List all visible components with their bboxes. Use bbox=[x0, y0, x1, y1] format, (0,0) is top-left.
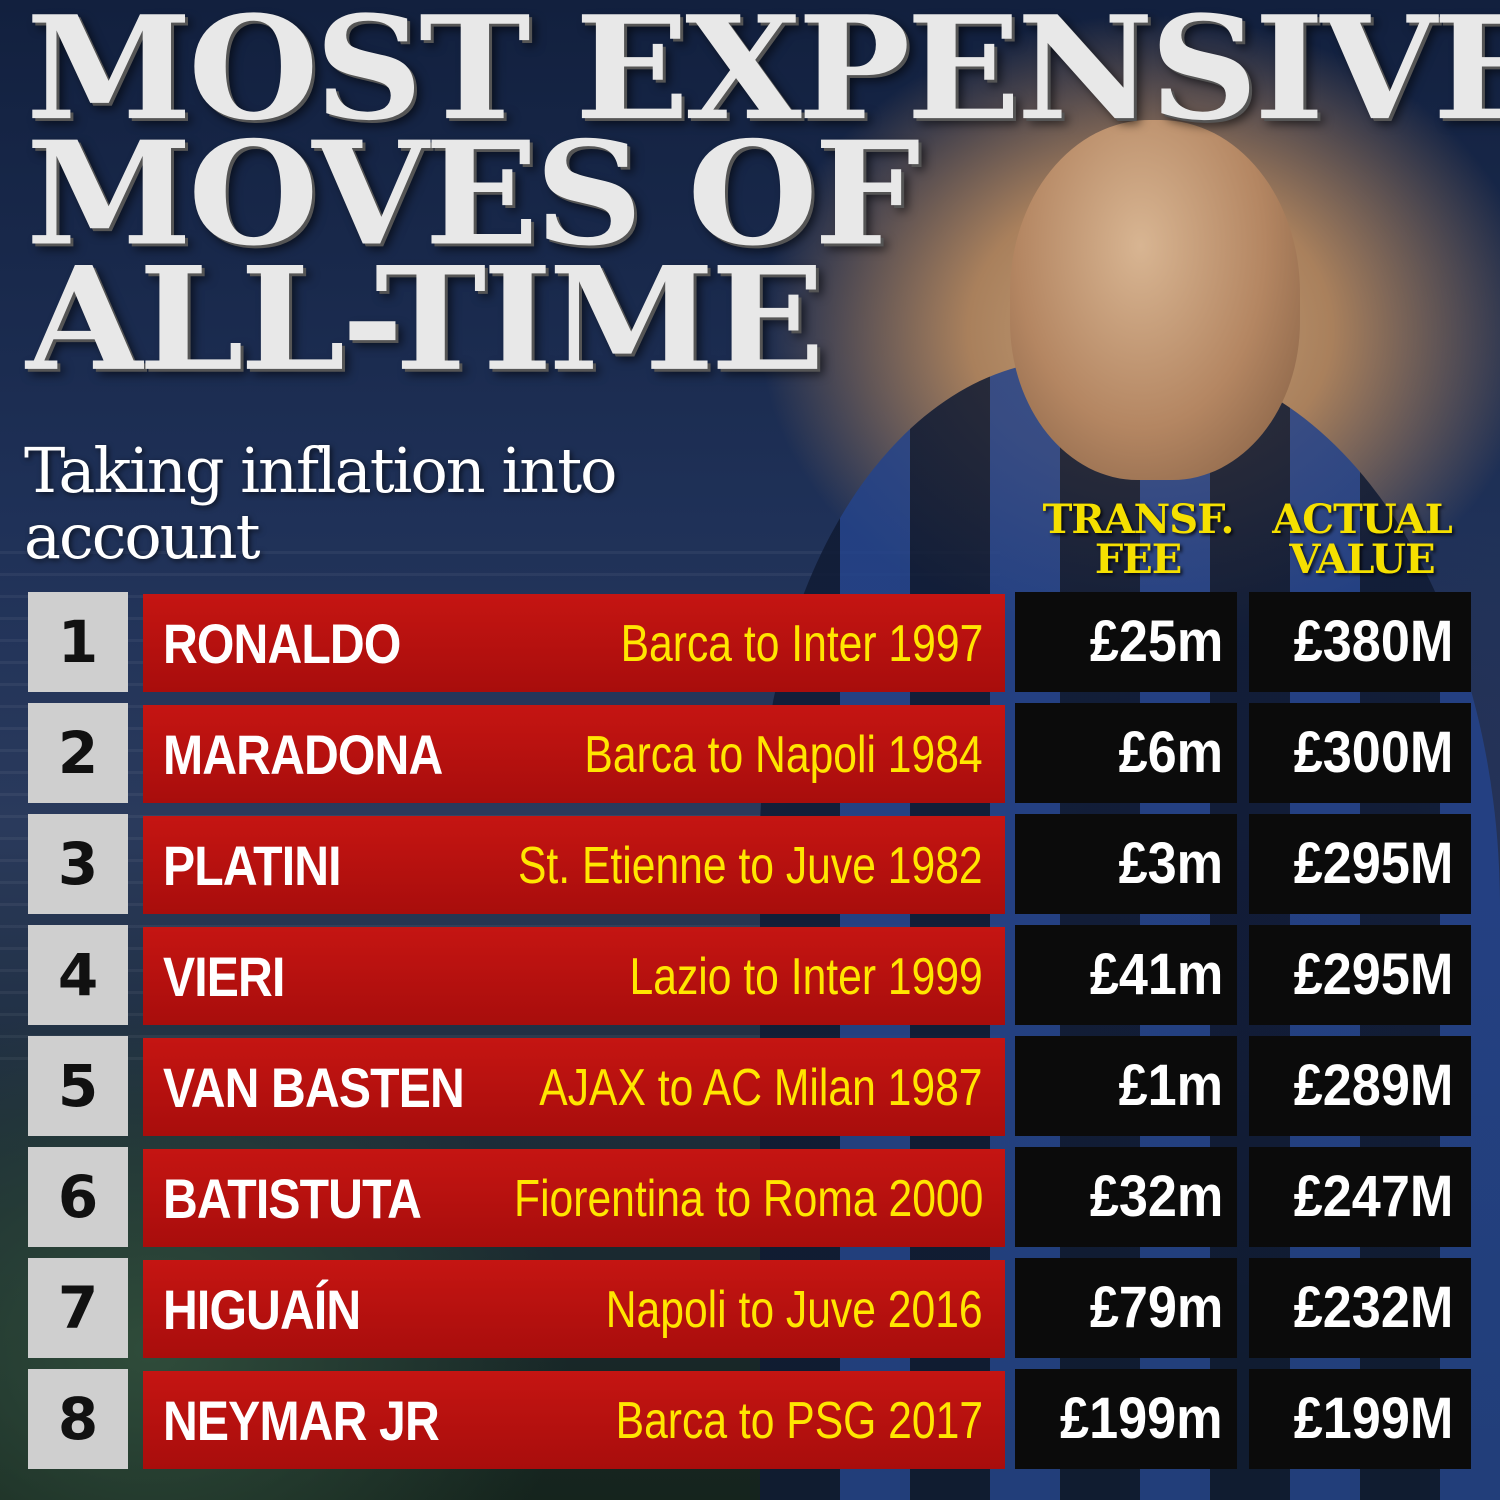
transfer-move: Barca to PSG 2017 bbox=[615, 1392, 983, 1450]
transfer-fee: £79m bbox=[1089, 1275, 1223, 1340]
rank-number: 2 bbox=[28, 703, 128, 803]
transfer-fee-cell: £3m bbox=[1015, 814, 1237, 914]
transfer-fee: £25m bbox=[1089, 609, 1223, 674]
column-header-transfer-fee: TRANSF. FEE bbox=[1042, 496, 1235, 583]
transfer-fee-cell: £199m bbox=[1015, 1369, 1237, 1469]
actual-value: £295M bbox=[1293, 942, 1453, 1007]
table-row: 3 PLATINI St. Etienne to Juve 1982 £3m £… bbox=[0, 814, 1500, 914]
headline-line-2: MOVES OF bbox=[26, 110, 921, 278]
transfer-fee: £32m bbox=[1089, 1164, 1223, 1229]
table-row: 2 MARADONA Barca to Napoli 1984 £6m £300… bbox=[0, 703, 1500, 803]
transfer-fee: £41m bbox=[1089, 942, 1223, 1007]
table-row: 6 BATISTUTA Fiorentina to Roma 2000 £32m… bbox=[0, 1147, 1500, 1247]
player-bar: HIGUAÍN Napoli to Juve 2016 bbox=[143, 1260, 1005, 1358]
headline-line-3: ALL-TIME bbox=[26, 235, 825, 404]
player-name: BATISTUTA bbox=[163, 1167, 422, 1230]
rank-number: 7 bbox=[28, 1258, 128, 1358]
transfer-move: AJAX to AC Milan 1987 bbox=[539, 1059, 983, 1117]
table-row: 4 VIERI Lazio to Inter 1999 £41m £295M bbox=[0, 925, 1500, 1025]
actual-value-cell: £295M bbox=[1249, 925, 1471, 1025]
player-name: HIGUAÍN bbox=[163, 1278, 361, 1341]
player-bar: VAN BASTEN AJAX to AC Milan 1987 bbox=[143, 1038, 1005, 1136]
actual-value-cell: £295M bbox=[1249, 814, 1471, 914]
transfer-move: Lazio to Inter 1999 bbox=[629, 948, 983, 1006]
rank-number: 8 bbox=[28, 1369, 128, 1469]
transfer-fee-cell: £1m bbox=[1015, 1036, 1237, 1136]
transfer-move: Barca to Inter 1997 bbox=[620, 615, 983, 673]
player-bar: RONALDO Barca to Inter 1997 bbox=[143, 594, 1005, 692]
actual-value: £199M bbox=[1293, 1386, 1453, 1451]
player-bar: NEYMAR JR Barca to PSG 2017 bbox=[143, 1371, 1005, 1469]
headline: MOST EXPENSIVE MOVES OF ALL-TIME bbox=[26, 0, 1500, 404]
transfer-fee: £3m bbox=[1118, 831, 1223, 896]
transfer-move: St. Etienne to Juve 1982 bbox=[518, 837, 983, 895]
subtitle: Taking inflation into account bbox=[24, 434, 617, 573]
table-row: 5 VAN BASTEN AJAX to AC Milan 1987 £1m £… bbox=[0, 1036, 1500, 1136]
player-name: NEYMAR JR bbox=[163, 1389, 440, 1452]
transfer-fee-cell: £6m bbox=[1015, 703, 1237, 803]
player-name: PLATINI bbox=[163, 834, 342, 897]
rank-number: 4 bbox=[28, 925, 128, 1025]
transfer-fee-cell: £25m bbox=[1015, 592, 1237, 692]
transfer-fee-cell: £32m bbox=[1015, 1147, 1237, 1247]
transfer-fee: £6m bbox=[1118, 720, 1223, 785]
player-bar: MARADONA Barca to Napoli 1984 bbox=[143, 705, 1005, 803]
rank-number: 3 bbox=[28, 814, 128, 914]
transfer-fee: £1m bbox=[1118, 1053, 1223, 1118]
transfer-fee-cell: £41m bbox=[1015, 925, 1237, 1025]
player-bar: PLATINI St. Etienne to Juve 1982 bbox=[143, 816, 1005, 914]
actual-value: £247M bbox=[1293, 1164, 1453, 1229]
column-header-actual-value: ACTUAL VALUE bbox=[1272, 496, 1452, 583]
rank-number: 1 bbox=[28, 592, 128, 692]
table-row: 8 NEYMAR JR Barca to PSG 2017 £199m £199… bbox=[0, 1369, 1500, 1469]
actual-value-cell: £247M bbox=[1249, 1147, 1471, 1247]
actual-value: £380M bbox=[1293, 609, 1453, 674]
rank-number: 6 bbox=[28, 1147, 128, 1247]
transfer-fee: £199m bbox=[1060, 1386, 1223, 1451]
transfer-move: Napoli to Juve 2016 bbox=[606, 1281, 983, 1339]
player-bar: BATISTUTA Fiorentina to Roma 2000 bbox=[143, 1149, 1005, 1247]
player-name: VAN BASTEN bbox=[163, 1056, 465, 1119]
rank-number: 5 bbox=[28, 1036, 128, 1136]
player-name: VIERI bbox=[163, 945, 285, 1008]
actual-value-cell: £380M bbox=[1249, 592, 1471, 692]
transfer-move: Fiorentina to Roma 2000 bbox=[513, 1170, 983, 1228]
transfer-fee-cell: £79m bbox=[1015, 1258, 1237, 1358]
actual-value: £289M bbox=[1293, 1053, 1453, 1118]
table-row: 1 RONALDO Barca to Inter 1997 £25m £380M bbox=[0, 592, 1500, 692]
actual-value-cell: £232M bbox=[1249, 1258, 1471, 1358]
actual-value-cell: £300M bbox=[1249, 703, 1471, 803]
headline-line-1: MOST EXPENSIVE bbox=[26, 0, 1500, 153]
actual-value: £232M bbox=[1293, 1275, 1453, 1340]
player-bar: VIERI Lazio to Inter 1999 bbox=[143, 927, 1005, 1025]
player-photo bbox=[1010, 120, 1300, 480]
transfer-move: Barca to Napoli 1984 bbox=[584, 726, 983, 784]
actual-value: £295M bbox=[1293, 831, 1453, 896]
table-row: 7 HIGUAÍN Napoli to Juve 2016 £79m £232M bbox=[0, 1258, 1500, 1358]
player-name: MARADONA bbox=[163, 723, 443, 786]
actual-value-cell: £289M bbox=[1249, 1036, 1471, 1136]
actual-value-cell: £199M bbox=[1249, 1369, 1471, 1469]
actual-value: £300M bbox=[1293, 720, 1453, 785]
player-name: RONALDO bbox=[163, 612, 401, 675]
